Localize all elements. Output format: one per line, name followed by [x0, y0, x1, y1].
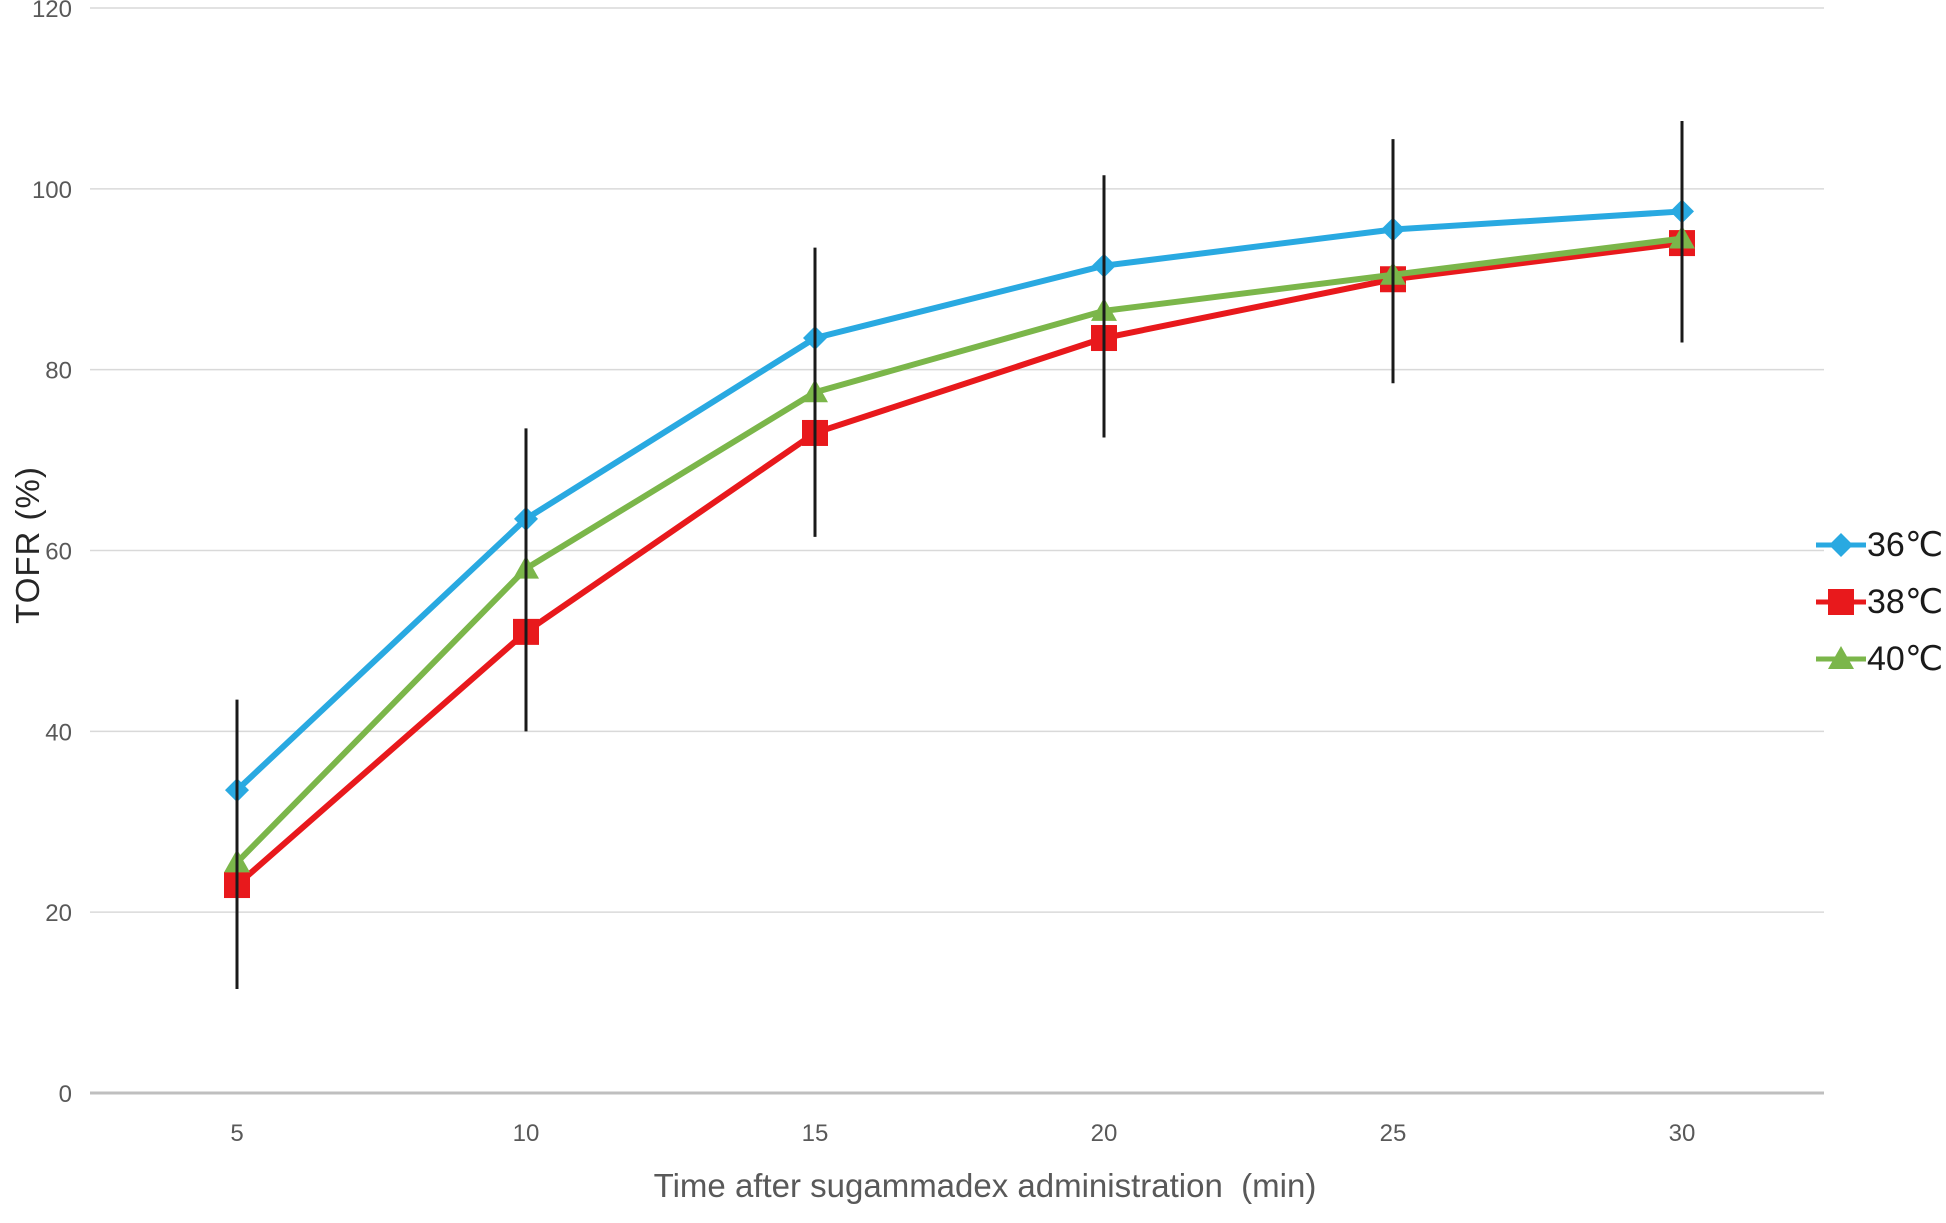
x-tick-label-10: 10 — [513, 1120, 540, 1147]
legend-item-38c: 38℃ — [1816, 573, 1943, 630]
y-tick-label-120: 120 — [32, 0, 72, 23]
series-line-38c — [234, 240, 1685, 889]
x-tick-label-25: 25 — [1380, 1120, 1407, 1147]
legend-shape-40c — [1828, 645, 1854, 669]
legend-label-36c: 36℃ — [1867, 525, 1944, 564]
y-tick-label-20: 20 — [45, 900, 72, 927]
y-tick-label-60: 60 — [45, 538, 72, 565]
legend-item-36c: 36℃ — [1816, 516, 1943, 573]
y-tick-label-0: 0 — [59, 1081, 72, 1108]
legend-shape-38c — [1828, 588, 1854, 615]
x-tick-label-15: 15 — [802, 1120, 829, 1147]
y-axis-title: TOFR (%) — [9, 466, 46, 624]
x-tick-label-5: 5 — [230, 1120, 243, 1147]
legend-item-40c: 40℃ — [1816, 630, 1943, 687]
legend-shape-36c — [1829, 532, 1853, 557]
series-line-36c — [234, 208, 1685, 794]
y-tick-label-100: 100 — [32, 177, 72, 204]
x-tick-label-30: 30 — [1669, 1120, 1696, 1147]
y-tick-label-80: 80 — [45, 358, 72, 385]
series-line-40c — [234, 235, 1685, 866]
legend-marker-square-icon — [1816, 588, 1866, 615]
legend-label-38c: 38℃ — [1867, 582, 1944, 621]
x-tick-label-20: 20 — [1091, 1120, 1118, 1147]
x-axis-title: Time after sugammadex administration (mi… — [653, 1167, 1317, 1204]
legend-label-40c: 40℃ — [1867, 639, 1944, 678]
legend-marker-diamond-icon — [1816, 532, 1866, 557]
y-tick-label-40: 40 — [45, 719, 72, 746]
legend-marker-triangle-icon — [1816, 645, 1866, 669]
legend: 36℃ 38℃ 40℃ — [1816, 516, 1943, 687]
